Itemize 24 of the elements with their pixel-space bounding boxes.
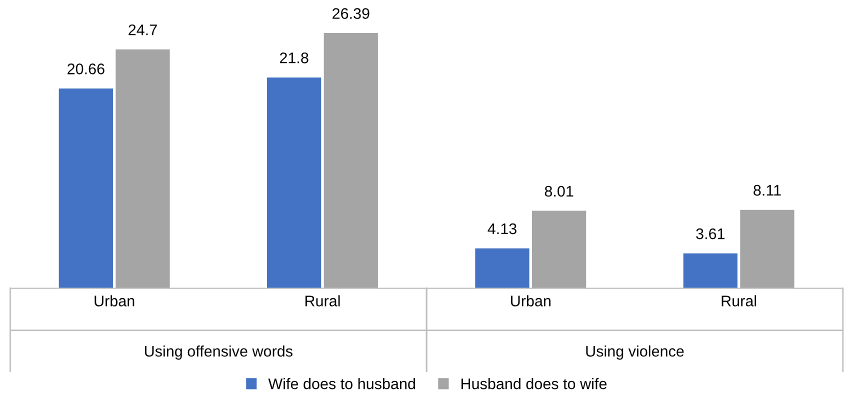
bar <box>267 77 322 288</box>
data-label: 8.01 <box>544 186 574 197</box>
data-label: 3.61 <box>696 228 725 240</box>
legend-label: Wife does to husband <box>268 378 415 390</box>
bar <box>740 210 794 288</box>
x-tick-label: Urban <box>94 295 134 306</box>
text: Using offensive words <box>145 345 292 360</box>
bar <box>116 49 170 288</box>
legend-label: Husband does to wife <box>462 378 607 390</box>
data-label: 8.11 <box>754 184 781 196</box>
bar <box>683 253 738 288</box>
bar <box>532 210 586 288</box>
x-tick-label: Urban <box>511 295 550 306</box>
text: Using violence <box>586 345 684 360</box>
bar <box>58 88 113 288</box>
data-label: 20.66 <box>68 64 104 74</box>
x-tick-label: Rural <box>305 295 340 306</box>
data-label: 26.39 <box>332 8 370 19</box>
x-tick-label: Rural <box>722 295 756 306</box>
bar <box>475 248 530 288</box>
data-label: 4.13 <box>488 223 516 234</box>
data-label: 21.8 <box>280 52 308 64</box>
data-label: 24.7 <box>128 24 157 36</box>
bar <box>324 33 378 288</box>
